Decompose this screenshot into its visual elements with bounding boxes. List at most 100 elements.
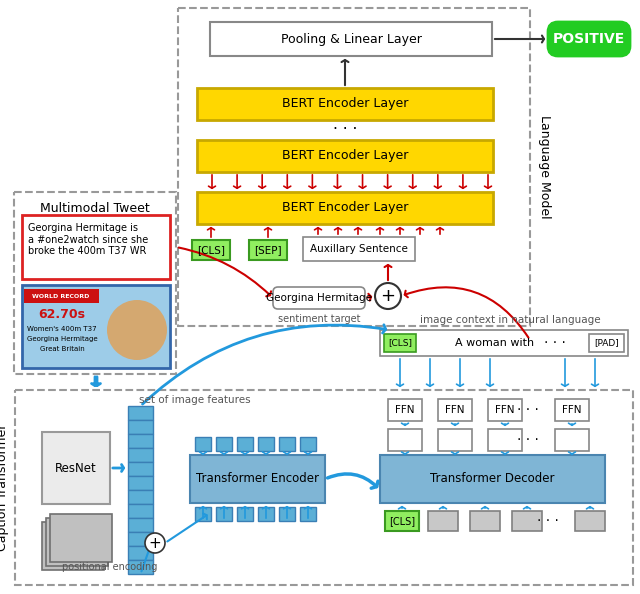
Bar	[42, 432, 110, 504]
Text: +: +	[381, 287, 396, 305]
Text: · · ·: · · ·	[333, 122, 357, 137]
Circle shape	[375, 283, 401, 309]
Bar	[128, 406, 153, 420]
Text: · · ·: · · ·	[517, 403, 539, 417]
Bar	[42, 522, 104, 570]
Bar	[303, 237, 415, 261]
Text: positional encoding: positional encoding	[62, 562, 157, 572]
Bar	[197, 140, 493, 172]
Text: Great Britain: Great Britain	[40, 346, 84, 352]
Bar	[128, 448, 153, 462]
Bar	[22, 285, 170, 368]
Bar	[128, 504, 153, 518]
Bar	[555, 399, 589, 421]
Bar	[46, 518, 108, 566]
Text: FFN: FFN	[445, 405, 465, 415]
Text: [PAD]: [PAD]	[594, 339, 619, 347]
Bar	[258, 507, 274, 521]
Bar	[237, 507, 253, 521]
Text: WORLD RECORD: WORLD RECORD	[32, 293, 90, 299]
Text: Georgina Hermitage is
a #one2watch since she
broke the 400m T37 WR: Georgina Hermitage is a #one2watch since…	[28, 223, 148, 256]
Text: Transformer Encoder: Transformer Encoder	[196, 472, 319, 485]
Bar	[216, 507, 232, 521]
Bar	[470, 511, 500, 531]
Text: Language Model: Language Model	[538, 115, 550, 219]
Text: Pooling & Linear Layer: Pooling & Linear Layer	[280, 33, 421, 46]
Bar	[197, 88, 493, 120]
Text: set of image features: set of image features	[139, 395, 251, 405]
Bar	[22, 215, 170, 279]
Bar	[24, 289, 99, 303]
Text: FFN: FFN	[495, 405, 515, 415]
Text: Transformer Decoder: Transformer Decoder	[430, 472, 555, 485]
Bar	[380, 330, 628, 356]
Bar	[384, 334, 416, 352]
Bar	[128, 462, 153, 476]
Text: [SEP]: [SEP]	[254, 245, 282, 255]
Circle shape	[107, 300, 167, 360]
Text: sentiment target: sentiment target	[278, 314, 360, 324]
Bar	[589, 334, 624, 352]
Text: ResNet: ResNet	[55, 462, 97, 475]
Text: [CLS]: [CLS]	[389, 516, 415, 526]
Bar	[438, 429, 472, 451]
Bar	[388, 429, 422, 451]
Bar	[190, 455, 325, 503]
FancyBboxPatch shape	[548, 22, 630, 56]
Bar	[575, 511, 605, 531]
Bar	[197, 192, 493, 224]
Bar	[385, 511, 419, 531]
Text: [CLS]: [CLS]	[388, 339, 412, 347]
Bar	[300, 437, 316, 451]
Bar	[555, 429, 589, 451]
Text: Georgina Hermitage: Georgina Hermitage	[27, 336, 97, 342]
Bar	[15, 390, 633, 585]
Bar	[249, 240, 287, 260]
Bar	[128, 560, 153, 574]
Bar	[388, 399, 422, 421]
FancyBboxPatch shape	[273, 287, 365, 309]
Bar	[488, 399, 522, 421]
Bar	[50, 514, 112, 562]
Bar	[279, 507, 295, 521]
Bar	[300, 507, 316, 521]
Text: 62.70s: 62.70s	[38, 308, 86, 321]
Bar	[438, 399, 472, 421]
Bar	[258, 437, 274, 451]
Text: A woman with: A woman with	[456, 338, 534, 348]
Bar	[128, 434, 153, 448]
Bar	[128, 490, 153, 504]
Text: Auxillary Sentence: Auxillary Sentence	[310, 244, 408, 254]
Text: BERT Encoder Layer: BERT Encoder Layer	[282, 97, 408, 110]
Text: · · ·: · · ·	[517, 433, 539, 447]
Bar	[128, 476, 153, 490]
Circle shape	[145, 533, 165, 553]
Bar	[128, 546, 153, 560]
Bar	[128, 518, 153, 532]
Text: Women's 400m T37: Women's 400m T37	[27, 326, 97, 332]
Bar	[178, 8, 530, 326]
Bar	[210, 22, 492, 56]
Text: BERT Encoder Layer: BERT Encoder Layer	[282, 150, 408, 163]
Bar	[195, 507, 211, 521]
Text: BERT Encoder Layer: BERT Encoder Layer	[282, 201, 408, 214]
Bar	[488, 429, 522, 451]
Bar	[128, 420, 153, 434]
Text: Georgina Hermitage: Georgina Hermitage	[266, 293, 372, 303]
Text: Caption Transformer: Caption Transformer	[0, 424, 10, 551]
Bar	[428, 511, 458, 531]
Text: POSITIVE: POSITIVE	[553, 32, 625, 46]
Bar	[195, 437, 211, 451]
Bar	[192, 240, 230, 260]
Bar	[380, 455, 605, 503]
Text: · · ·: · · ·	[537, 514, 559, 528]
Bar	[14, 192, 176, 374]
Text: +: +	[148, 536, 161, 551]
Bar	[216, 437, 232, 451]
Text: FFN: FFN	[396, 405, 415, 415]
Text: FFN: FFN	[563, 405, 582, 415]
Text: [CLS]: [CLS]	[197, 245, 225, 255]
Bar	[512, 511, 542, 531]
Bar	[128, 532, 153, 546]
Text: · · ·: · · ·	[544, 336, 566, 350]
